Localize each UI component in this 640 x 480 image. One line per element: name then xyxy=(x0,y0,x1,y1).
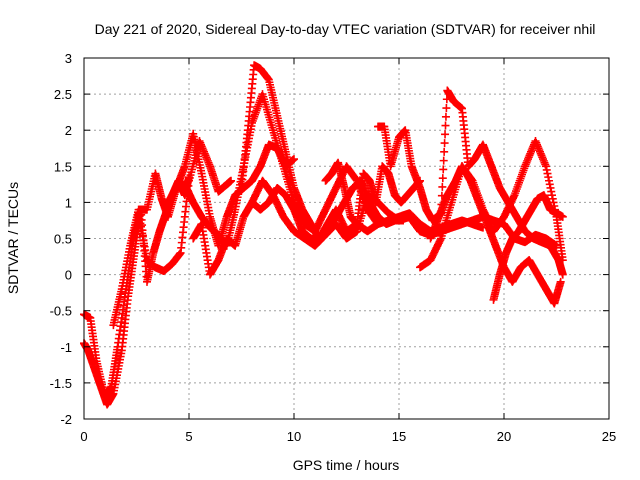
data-point xyxy=(441,130,450,139)
x-tick-label: 15 xyxy=(392,429,406,444)
x-axis-label: GPS time / hours xyxy=(293,457,400,473)
chart-title: Day 221 of 2020, Sidereal Day-to-day VTE… xyxy=(95,21,596,37)
y-axis-label: SDTVAR / TECUs xyxy=(5,182,21,294)
y-tick-label: 3 xyxy=(65,51,72,66)
x-axis-ticks: 0 5 10 15 20 25 xyxy=(80,58,616,444)
data-marks xyxy=(80,61,567,409)
x-tick-label: 5 xyxy=(185,429,192,444)
y-tick-label: -2 xyxy=(60,412,72,427)
y-tick-label: 0.5 xyxy=(54,232,72,247)
data-point xyxy=(438,182,447,191)
data-point xyxy=(439,156,448,165)
x-tick-label: 10 xyxy=(287,429,301,444)
x-tick-label: 25 xyxy=(602,429,616,444)
data-point xyxy=(438,174,447,183)
y-tick-label: -0.5 xyxy=(50,304,72,319)
y-tick-label: 2.5 xyxy=(54,87,72,102)
x-tick-label: 20 xyxy=(497,429,511,444)
y-tick-label: -1 xyxy=(60,340,72,355)
data-point xyxy=(441,121,450,130)
data-point xyxy=(441,112,450,121)
data-point xyxy=(440,139,449,148)
y-tick-label: 0 xyxy=(65,268,72,283)
data-point xyxy=(227,176,235,185)
data-point xyxy=(374,220,382,229)
data-point xyxy=(442,104,451,113)
y-tick-label: 2 xyxy=(65,123,72,138)
y-tick-label: 1 xyxy=(65,195,72,210)
x-tick-label: 0 xyxy=(80,429,87,444)
y-tick-label: -1.5 xyxy=(50,376,72,391)
data-point xyxy=(185,173,193,182)
y-tick-label: 1.5 xyxy=(54,159,72,174)
grid-lines xyxy=(84,58,609,419)
series-track-2 xyxy=(80,173,193,409)
data-point xyxy=(440,147,449,156)
